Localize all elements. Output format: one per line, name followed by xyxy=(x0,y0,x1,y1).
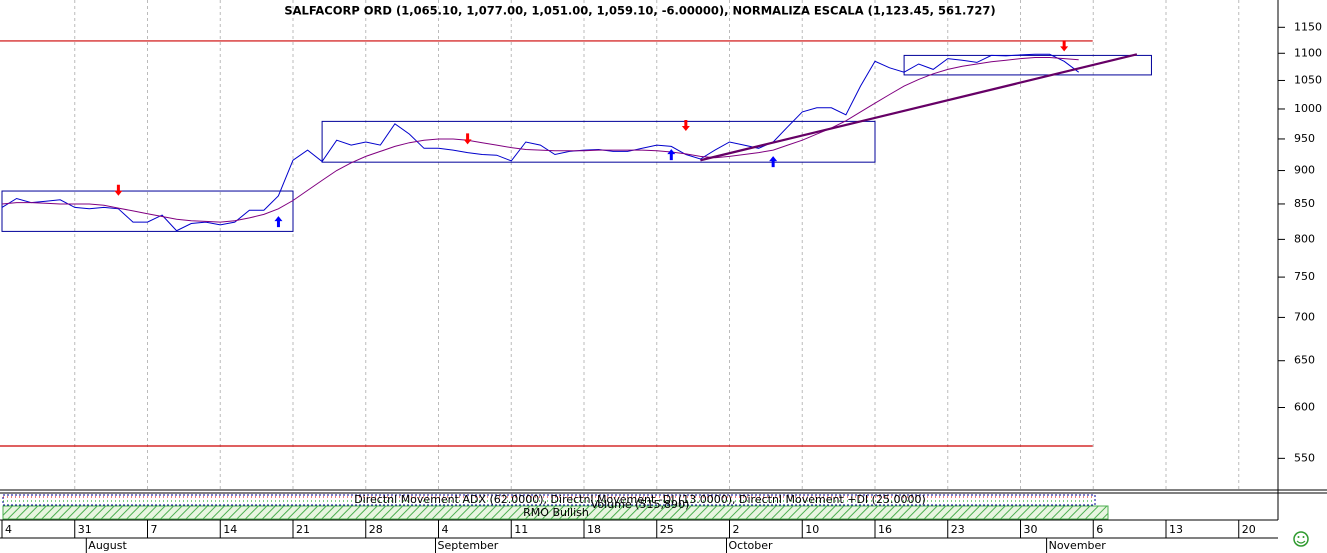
x-tick-label: 7 xyxy=(151,523,158,536)
volume-label: Volume (515,890) xyxy=(591,498,689,511)
y-tick-label: 700 xyxy=(1294,310,1315,323)
plot-area xyxy=(0,40,1152,447)
signal-arrow xyxy=(463,133,472,145)
rmo-bar xyxy=(2,505,1109,520)
x-tick-label: 20 xyxy=(1242,523,1256,536)
x-tick-label: 4 xyxy=(5,523,12,536)
y-tick-label: 1150 xyxy=(1294,20,1322,33)
range-box xyxy=(321,120,876,163)
y-tick-label: 550 xyxy=(1294,451,1315,464)
grid xyxy=(74,0,1240,490)
trend-line xyxy=(700,53,1138,162)
y-tick-label: 950 xyxy=(1294,132,1315,145)
month-label: November xyxy=(1049,539,1107,552)
range-box xyxy=(1,190,294,232)
signal-arrow xyxy=(681,119,690,131)
y-tick-label: 650 xyxy=(1294,354,1315,367)
month-label: October xyxy=(729,539,773,552)
signal-arrow xyxy=(769,156,778,168)
signal-arrow xyxy=(274,216,283,228)
chart-title: SALFACORP ORD (1,065.10, 1,077.00, 1,051… xyxy=(284,4,995,18)
signal-arrow xyxy=(667,149,676,161)
x-tick-label: 4 xyxy=(442,523,449,536)
y-tick-label: 850 xyxy=(1294,197,1315,210)
rmo-label: RMO Bullish xyxy=(523,506,589,519)
x-tick-label: 21 xyxy=(296,523,310,536)
indicator-strip xyxy=(2,494,1096,506)
indicator-label: Directnl Movement ADX (62.0000), Directn… xyxy=(354,493,926,506)
x-tick-label: 25 xyxy=(660,523,674,536)
y-tick-label: 900 xyxy=(1294,164,1315,177)
range-box xyxy=(903,54,1152,76)
month-label: August xyxy=(88,539,127,552)
x-tick-label: 16 xyxy=(878,523,892,536)
y-tick-label: 1050 xyxy=(1294,73,1322,86)
y-tick-label: 1000 xyxy=(1294,102,1322,115)
y-tick-label: 800 xyxy=(1294,232,1315,245)
x-tick-label: 6 xyxy=(1096,523,1103,536)
month-label: September xyxy=(438,539,499,552)
x-tick-label: 30 xyxy=(1024,523,1038,536)
x-tick-label: 11 xyxy=(514,523,528,536)
signal-arrow xyxy=(1060,40,1069,52)
x-tick-label: 23 xyxy=(951,523,965,536)
x-tick-label: 14 xyxy=(223,523,237,536)
y-tick-label: 750 xyxy=(1294,270,1315,283)
x-tick-label: 28 xyxy=(369,523,383,536)
status-icon xyxy=(1293,531,1309,547)
x-tick-label: 13 xyxy=(1169,523,1183,536)
y-tick-label: 1100 xyxy=(1294,46,1322,59)
price-line xyxy=(1,53,1080,232)
y-tick-label: 600 xyxy=(1294,400,1315,413)
x-tick-label: 10 xyxy=(805,523,819,536)
price-line xyxy=(1,57,1079,223)
signal-arrow xyxy=(114,184,123,196)
x-tick-label: 18 xyxy=(587,523,601,536)
x-tick-label: 31 xyxy=(78,523,92,536)
x-tick-label: 2 xyxy=(733,523,740,536)
